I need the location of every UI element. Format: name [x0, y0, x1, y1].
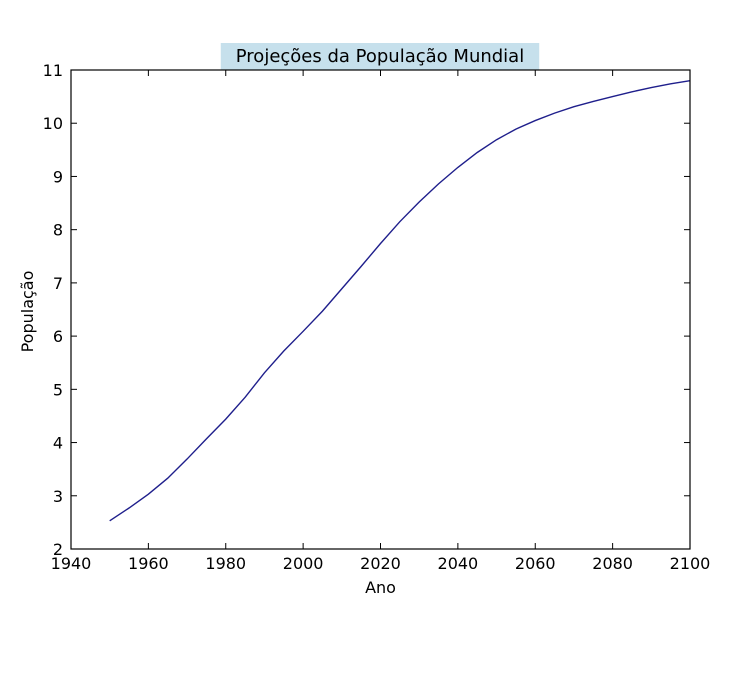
x-tick-label: 1940 — [51, 554, 92, 573]
x-tick-label: 2080 — [592, 554, 633, 573]
series-layer — [109, 79, 691, 522]
x-tick-label: 1960 — [128, 554, 169, 573]
x-tick-label: 2100 — [670, 554, 711, 573]
y-tick-label: 9 — [53, 167, 63, 186]
y-tick-label: 6 — [53, 327, 63, 346]
x-tick-label: 1980 — [205, 554, 246, 573]
y-tick-label: 4 — [53, 434, 63, 453]
axis-ticks: 1940 1960 1980 2000 2020 2040 2060 2080 2100 2 3 4 5… — [43, 61, 711, 573]
y-tick-label: 2 — [53, 540, 63, 559]
x-axis-label: Ano — [365, 578, 396, 597]
y-tick-label: 11 — [43, 61, 63, 80]
y-tick-label: 8 — [53, 221, 63, 240]
chart-title: Projeções da População Mundial — [236, 46, 524, 67]
y-tick-label: 5 — [53, 380, 63, 399]
x-tick-label: 2060 — [515, 554, 556, 573]
series-line — [109, 79, 691, 522]
y-tick-label: 10 — [43, 114, 63, 133]
x-tick-label: 2000 — [283, 554, 324, 573]
y-tick-label: 3 — [53, 487, 63, 506]
y-tick-label: 7 — [53, 274, 63, 293]
plot-frame — [70, 69, 691, 550]
x-tick-label: 2020 — [360, 554, 401, 573]
chart-title-background — [220, 43, 540, 70]
x-tick-label: 2040 — [438, 554, 479, 573]
y-axis-label: População — [18, 271, 37, 353]
